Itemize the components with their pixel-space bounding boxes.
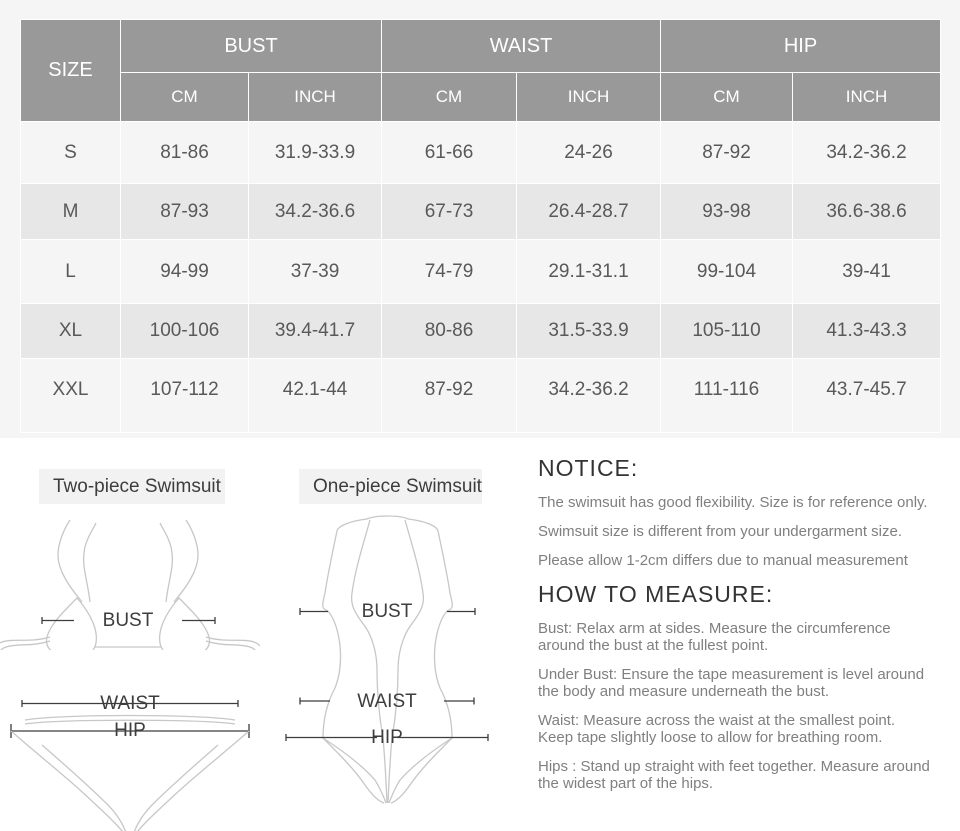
svg-text:BUST: BUST: [103, 610, 154, 631]
svg-text:HIP: HIP: [114, 720, 146, 741]
svg-text:WAIST: WAIST: [357, 691, 417, 712]
svg-text:BUST: BUST: [362, 601, 413, 622]
svg-text:WAIST: WAIST: [100, 693, 160, 714]
svg-text:HIP: HIP: [371, 727, 403, 748]
